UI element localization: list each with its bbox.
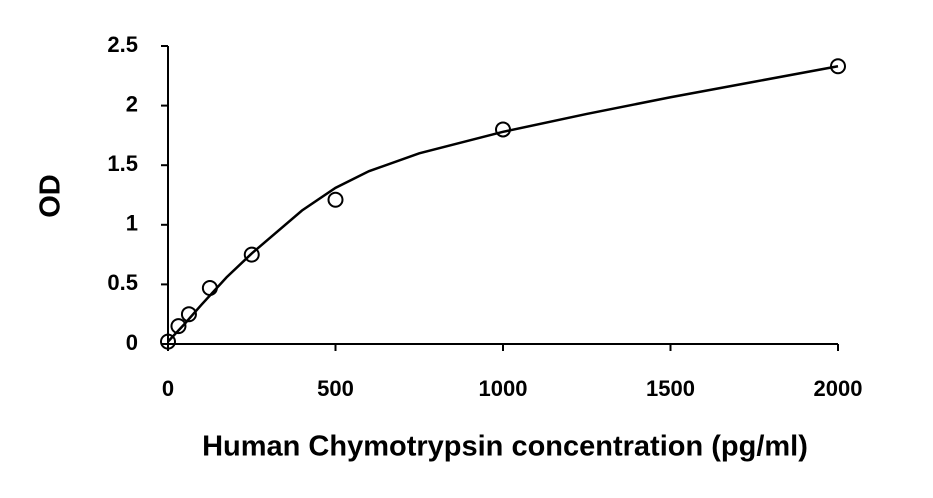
data-point [180,306,197,323]
x-tick-label: 0 [162,376,174,401]
y-tick-label: 1 [126,211,138,236]
data-point [160,333,176,350]
y-tick-label: 0.5 [107,270,138,295]
y-tick-label: 1.5 [107,151,138,176]
data-point [327,191,344,208]
x-tick-label: 1500 [646,376,695,401]
x-axis-title: Human Chymotrypsin concentration (pg/ml) [202,431,808,463]
y-axis-title: OD [35,174,67,218]
x-tick-label: 500 [317,376,354,401]
y-tick-label: 2.5 [107,32,138,57]
y-tick-label: 2 [126,91,138,116]
data-point [170,318,187,335]
y-tick-label: 0 [126,330,138,355]
x-tick-label: 1000 [479,376,528,401]
data-point [495,121,511,138]
data-point [830,58,846,75]
x-tick-label: 2000 [814,376,863,401]
data-point [243,246,260,263]
data-point [201,279,218,296]
fit-curve [167,65,839,343]
